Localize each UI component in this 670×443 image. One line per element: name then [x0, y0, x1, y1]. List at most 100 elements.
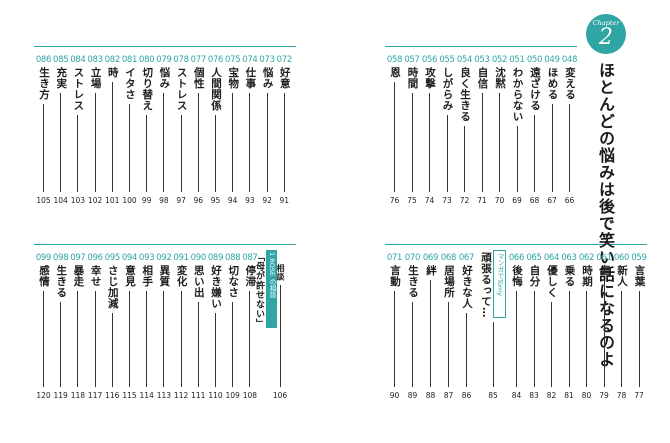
entry-page: 102 — [87, 196, 103, 205]
leader-line — [232, 93, 234, 192]
toc-entry[interactable]: 088 切なさ 109 — [223, 253, 242, 400]
leader-line — [603, 280, 605, 387]
toc-entry[interactable]: 049 ほめる 67 — [543, 55, 562, 205]
entry-page: 67 — [547, 196, 557, 205]
leader-line — [146, 115, 148, 192]
toc-entry[interactable]: 092 異質 113 — [154, 253, 173, 400]
toc-entry[interactable]: 078 ストレス 97 — [172, 55, 191, 205]
top-rule-right — [385, 46, 577, 47]
toc-entry[interactable]: 051 わからない 69 — [508, 55, 527, 205]
manga-page: 85 — [488, 391, 498, 400]
entry-number: 076 — [207, 55, 224, 65]
toc-entry[interactable]: 091 変化 112 — [172, 253, 191, 400]
toc-entry[interactable]: 057 時間 75 — [403, 55, 422, 205]
toc-entry[interactable]: 089 好き嫌い 110 — [206, 253, 225, 400]
entry-title: 悩み — [261, 67, 274, 89]
leader-line — [568, 291, 570, 387]
chapter-badge: Chapter 2 — [586, 14, 626, 54]
toc-entry-manga[interactable]: マンガでTomy 頑張るって… 85 — [474, 250, 512, 400]
toc-entry[interactable]: 060 新人 78 — [612, 253, 631, 400]
toc-entry[interactable]: 066 後悔 84 — [507, 253, 526, 400]
toc-entry[interactable]: 054 良く生きる 72 — [455, 55, 474, 205]
toc-entry[interactable]: 095 さじ加減 116 — [103, 253, 122, 400]
toc-entry[interactable]: 058 恩 76 — [385, 55, 404, 205]
entry-page: 113 — [156, 391, 172, 400]
entry-page: 108 — [242, 391, 258, 400]
toc-entry[interactable]: 065 自分 83 — [525, 253, 544, 400]
entry-page: 66 — [564, 196, 575, 205]
toc-entry[interactable]: 055 しがらみ 73 — [438, 55, 457, 205]
entry-title: 感情 — [38, 265, 50, 287]
entry-number: 088 — [225, 253, 241, 263]
toc-entry[interactable]: 075 宝物 94 — [223, 55, 242, 205]
manga-title: 頑張るって… — [480, 252, 492, 318]
toc-entry[interactable]: 085 充実 104 — [51, 55, 70, 205]
leader-line — [481, 93, 483, 192]
entry-number: 049 — [544, 55, 560, 65]
toc-entry[interactable]: 097 暴走 118 — [68, 253, 87, 400]
toc-entry-rose-sub[interactable]: 相談 106 — [273, 262, 287, 400]
entry-title: 宝物 — [227, 67, 240, 89]
entry-page: 109 — [225, 391, 240, 400]
toc-entry[interactable]: 068 居場所 87 — [439, 253, 458, 400]
toc-entry[interactable]: 090 思い出 111 — [189, 253, 208, 400]
toc-entry[interactable]: 077 個性 96 — [189, 55, 208, 205]
toc-entry[interactable]: 082 時 101 — [103, 55, 122, 205]
entry-title: 生きる — [407, 265, 419, 298]
toc-entry[interactable]: 099 感情 120 — [34, 253, 53, 400]
toc-entry[interactable]: 073 悩み 92 — [258, 55, 277, 205]
toc-entry-rose[interactable]: 1 ROSE の相談 「母が許せない」 — [252, 250, 278, 400]
leader-line — [77, 115, 79, 192]
entry-title: 停滞 — [244, 265, 257, 287]
toc-entry[interactable]: 071 言動 90 — [385, 253, 404, 400]
entry-number: 068 — [440, 253, 457, 263]
entry-title: 傷 — [598, 265, 611, 276]
leader-line — [266, 93, 268, 192]
toc-entry[interactable]: 080 切り替え 99 — [137, 55, 156, 205]
toc-entry[interactable]: 070 生きる 89 — [403, 253, 422, 400]
toc-entry[interactable]: 076 人間関係 95 — [206, 55, 225, 205]
entry-number: 084 — [70, 55, 86, 65]
toc-entry[interactable]: 079 悩み 98 — [154, 55, 173, 205]
entry-number: 092 — [156, 253, 172, 263]
entry-title: 良く生きる — [459, 67, 471, 122]
toc-entry[interactable]: 096 幸せ 117 — [86, 253, 105, 400]
toc-entry[interactable]: 061 傷 79 — [595, 253, 614, 400]
toc-entry[interactable]: 072 好意 91 — [275, 55, 294, 205]
toc-entry[interactable]: 083 立場 102 — [86, 55, 105, 205]
toc-entry[interactable]: 059 言葉 77 — [630, 253, 649, 400]
toc-entry[interactable]: 098 生きる 119 — [51, 253, 70, 400]
entry-number: 071 — [386, 253, 403, 263]
entry-title: 遠ざける — [529, 67, 541, 111]
toc-entry[interactable]: 084 ストレス 103 — [68, 55, 87, 205]
toc-entry[interactable]: 063 乗る 81 — [560, 253, 579, 400]
leader-line — [180, 115, 182, 192]
toc-entry[interactable]: 087 停滞 108 — [240, 253, 259, 400]
entry-number: 078 — [173, 55, 189, 65]
toc-entry[interactable]: 064 優しく 82 — [542, 253, 561, 400]
toc-entry[interactable]: 094 意見 115 — [120, 253, 139, 400]
toc-entry[interactable]: 053 自信 71 — [473, 55, 492, 205]
toc-entry[interactable]: 062 時期 80 — [577, 253, 596, 400]
toc-entry[interactable]: 086 生き方 105 — [34, 55, 53, 205]
toc-entry[interactable]: 067 好きな人 86 — [457, 253, 476, 400]
leader-line — [412, 302, 413, 387]
entry-page: 116 — [105, 391, 120, 400]
entry-page: 68 — [529, 196, 540, 205]
entry-number: 098 — [53, 253, 69, 263]
leader-line — [232, 302, 234, 387]
entry-number: 074 — [242, 55, 258, 65]
toc-entry[interactable]: 081 イタさ 100 — [120, 55, 139, 205]
toc-entry[interactable]: 074 仕事 93 — [240, 55, 259, 205]
toc-entry[interactable]: 050 遠ざける 68 — [525, 55, 544, 205]
toc-entry[interactable]: 093 相手 114 — [137, 253, 156, 400]
leader-line — [394, 82, 395, 192]
toc-entry[interactable]: 056 攻撃 74 — [420, 55, 439, 205]
toc-entry[interactable]: 069 絆 88 — [421, 253, 440, 400]
entry-title: 時間 — [406, 67, 419, 89]
leader-line — [249, 291, 251, 387]
entry-number: 069 — [422, 253, 439, 263]
toc-entry[interactable]: 052 沈黙 70 — [490, 55, 509, 205]
toc-entry[interactable]: 048 変える 66 — [560, 55, 579, 205]
leader-line — [533, 291, 535, 387]
